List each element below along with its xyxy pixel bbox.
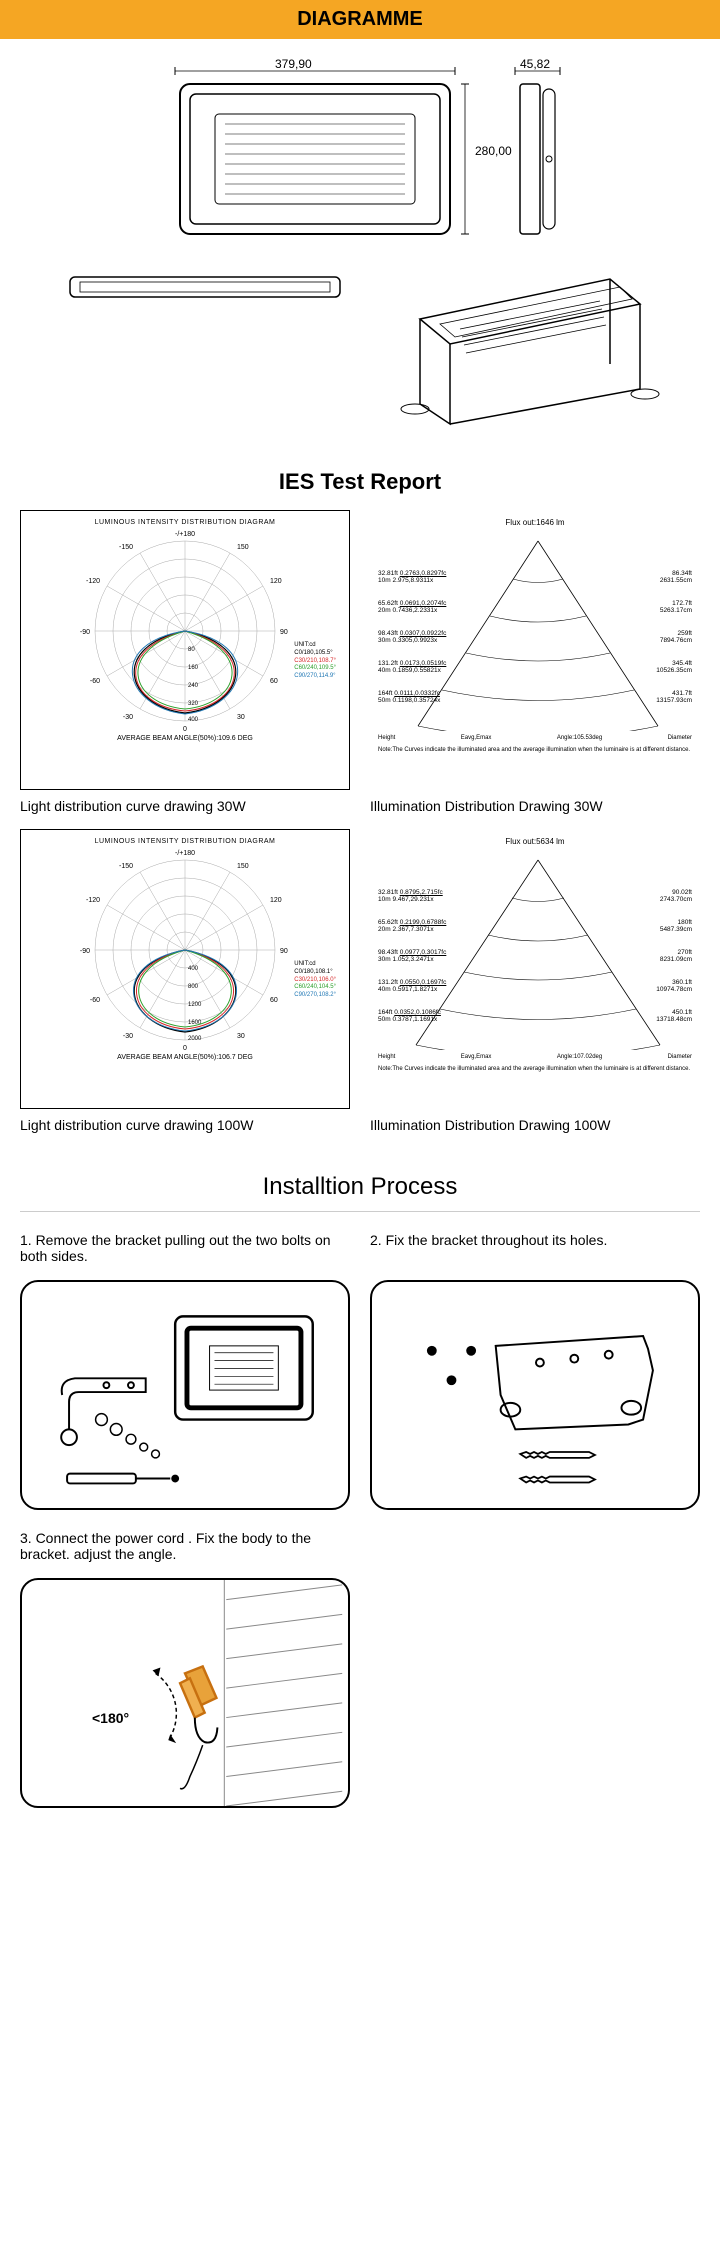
legend-c90: C90/270,108.2° [294,992,336,1000]
polar-chart-100w: -/+180 -150 150 -120 120 -90 90 -60 60 -… [55,845,315,1055]
illum-row: 164ft 0.0111,0.0332fc50m 0.1198,0.35724x… [378,690,692,704]
illum-row: 32.81ft 0.8795,2.715fc10m 9.467,29.231x9… [378,889,692,903]
illum-row: 131.2ft 0.0550,0.1697fc40m 0.5917,1.8271… [378,979,692,993]
svg-text:120: 120 [270,578,282,585]
svg-text:150: 150 [237,863,249,870]
step2-text: 2. Fix the bracket throughout its holes. [370,1232,700,1272]
svg-text:-120: -120 [86,578,100,585]
install-title: Installtion Process [20,1173,700,1212]
legend-c0: C0/180,105.5° [294,650,336,658]
illum-note: Note:The Curves indicate the illuminated… [378,747,692,753]
legend-c30: C30/210,108.7° [294,658,336,666]
illum-row: 65.62ft 0.2199,0.6788fc20m 2.367,7.3071x… [378,919,692,933]
step3-text: 3. Connect the power cord . Fix the body… [20,1530,350,1570]
illum-row: 98.43ft 0.0307,0.0922fc30m 0.3305,0.9923… [378,630,692,644]
svg-text:-30: -30 [123,1033,133,1040]
svg-text:400: 400 [188,717,199,723]
illum-row: 131.2ft 0.0173,0.0519fc40m 0.1859,0.5582… [378,660,692,674]
side-view-diagram: 45,82 [505,59,575,239]
polar-legend-100w: UNIT:cd C0/180,108.1° C30/210,106.0° C60… [294,961,336,1000]
ies-grid: LUMINOUS INTENSITY DISTRIBUTION DIAGRAM [0,510,720,1153]
polar-chart-30w: -/+180 -150 150 -120 120 -90 90 -60 60 -… [55,526,315,736]
flux-100w: Flux out:5634 lm [378,837,692,846]
front-view-diagram: 379,90 280,00 [145,59,485,239]
svg-text:0: 0 [183,1045,187,1052]
step1-text: 1. Remove the bracket pulling out the tw… [20,1232,350,1272]
legend-c90: C90/270,114.9° [294,673,336,681]
install-step-1: 1. Remove the bracket pulling out the tw… [20,1232,350,1510]
depth-dimension: 45,82 [520,57,550,71]
illum-header: HeightEavg,EmaxAngle:107.02degDiameter [378,1054,692,1060]
caption-polar-30w: Light distribution curve drawing 30W [20,798,350,814]
illum-row: 164ft 0.0352,0.1086fc50m 0.3787,1.1691x4… [378,1009,692,1023]
caption-polar-100w: Light distribution curve drawing 100W [20,1117,350,1133]
width-dimension: 379,90 [275,57,312,71]
svg-text:60: 60 [270,678,278,685]
legend-unit: UNIT:cd [294,961,336,969]
ies-section-title: IES Test Report [0,469,720,495]
svg-text:240: 240 [188,683,199,689]
top-view-diagram [60,259,350,429]
illum-30w-cell: Flux out:1646 lm 32.81ft 0.2763,0.8297fc… [370,510,700,814]
svg-text:90: 90 [280,948,288,955]
polar-title: LUMINOUS INTENSITY DISTRIBUTION DIAGRAM [29,838,341,845]
flux-30w: Flux out:1646 lm [378,518,692,527]
angle-label: <180° [92,1710,129,1726]
dimensions-section: 379,90 280,00 45,82 [0,49,720,449]
caption-illum-30w: Illumination Distribution Drawing 30W [370,798,700,814]
polar-legend-30w: UNIT:cd C0/180,105.5° C30/210,108.7° C60… [294,642,336,681]
svg-text:-120: -120 [86,897,100,904]
svg-text:-30: -30 [123,714,133,721]
beam-angle-100w: AVERAGE BEAM ANGLE(50%):106.7 DEG [29,1054,341,1061]
svg-text:-150: -150 [119,544,133,551]
polar-title: LUMINOUS INTENSITY DISTRIBUTION DIAGRAM [29,519,341,526]
illum-row: 32.81ft 0.2763,0.8297fc10m 2.975,8.9311x… [378,570,692,584]
svg-text:-60: -60 [90,997,100,1004]
svg-text:-150: -150 [119,863,133,870]
svg-text:-60: -60 [90,678,100,685]
legend-c60: C60/240,109.5° [294,665,336,673]
svg-text:320: 320 [188,701,199,707]
install-step-3: 3. Connect the power cord . Fix the body… [20,1530,350,1808]
install-step-2: 2. Fix the bracket throughout its holes. [370,1232,700,1510]
illum-header: HeightEavg,EmaxAngle:105.53degDiameter [378,735,692,741]
svg-text:160: 160 [188,665,199,671]
legend-c60: C60/240,104.5° [294,984,336,992]
svg-text:80: 80 [188,647,195,653]
isometric-view-diagram [380,259,660,429]
svg-text:-90: -90 [80,948,90,955]
beam-angle-30w: AVERAGE BEAM ANGLE(50%):109.6 DEG [29,735,341,742]
install-section: Installtion Process 1. Remove the bracke… [0,1173,720,1828]
svg-text:0: 0 [183,726,187,733]
legend-unit: UNIT:cd [294,642,336,650]
svg-text:90: 90 [280,629,288,636]
svg-text:30: 30 [237,714,245,721]
svg-text:400: 400 [188,966,199,972]
legend-c0: C0/180,108.1° [294,969,336,977]
svg-text:30: 30 [237,1033,245,1040]
svg-text:120: 120 [270,897,282,904]
polar-100w-cell: LUMINOUS INTENSITY DISTRIBUTION DIAGRAM [20,829,350,1133]
illum-note: Note:The Curves indicate the illuminated… [378,1066,692,1072]
svg-text:2000: 2000 [188,1036,202,1042]
svg-text:800: 800 [188,984,199,990]
illum-100w-cell: Flux out:5634 lm 32.81ft 0.8795,2.715fc1… [370,829,700,1133]
svg-text:60: 60 [270,997,278,1004]
svg-text:-90: -90 [80,629,90,636]
svg-text:1200: 1200 [188,1002,202,1008]
diagramme-banner: DIAGRAMME [0,0,720,39]
illum-row: 98.43ft 0.0977,0.3017fc30m 1.052,3.2471x… [378,949,692,963]
svg-text:-/+180: -/+180 [175,850,195,857]
svg-text:150: 150 [237,544,249,551]
caption-illum-100w: Illumination Distribution Drawing 100W [370,1117,700,1133]
polar-30w-cell: LUMINOUS INTENSITY DISTRIBUTION DIAGRAM [20,510,350,814]
legend-c30: C30/210,106.0° [294,977,336,985]
illum-row: 65.62ft 0.0691,0.2074fc20m 0.7436,2.2331… [378,600,692,614]
svg-text:-/+180: -/+180 [175,531,195,538]
